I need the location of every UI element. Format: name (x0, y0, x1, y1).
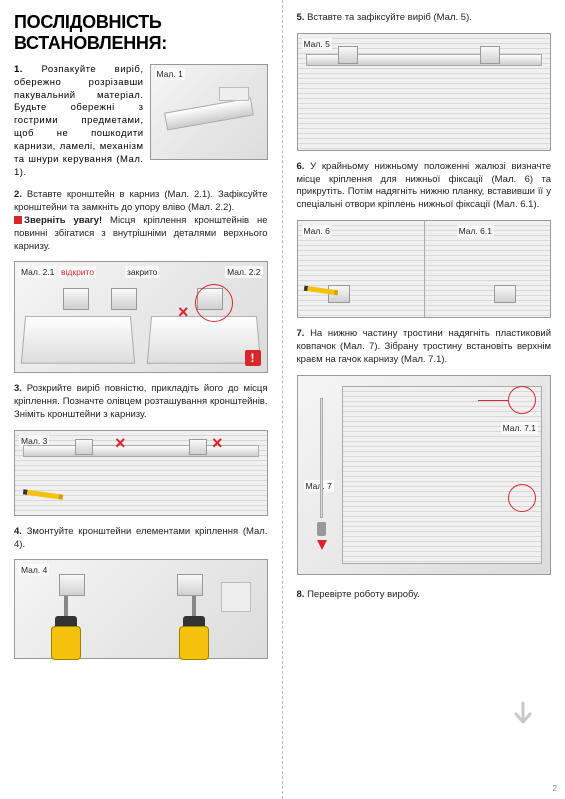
figure-3: Мал. 3 × × (14, 430, 268, 516)
step-2-num: 2. (14, 189, 22, 200)
fig1-parts (219, 87, 249, 101)
figure-22-label: Мал. 2.2 (225, 266, 262, 278)
step-5: 5. Вставте та зафіксуйте виріб (Мал. 5). (297, 12, 552, 25)
step-7-num: 7. (297, 328, 305, 339)
figure-21-closed: закрито (125, 266, 159, 278)
figure-6-label: Мал. 6 (302, 225, 332, 237)
step-1-body: Розпакуйте виріб, обережно розрізавши па… (14, 64, 144, 178)
figure-5-label: Мал. 5 (302, 38, 332, 50)
step-1-num: 1. (14, 64, 23, 75)
figure-5: Мал. 5 (297, 33, 552, 151)
fig7-wand-cap (317, 522, 326, 536)
fig7-blinds (342, 386, 543, 564)
step-5-body: Вставте та зафіксуйте виріб (Мал. 5). (307, 12, 472, 23)
step-2-body: Вставте кронштейн в карниз (Мал. 2.1). З… (14, 189, 268, 213)
step-1-row: 1. Розпакуйте виріб, обережно розрізавши… (14, 64, 268, 179)
figure-21-open: відкрито (59, 266, 96, 278)
step-3-num: 3. (14, 383, 22, 394)
main-title: ПОСЛІДОВНІСТЬ ВСТАНОВЛЕННЯ: (14, 12, 268, 54)
figure-21-label: Мал. 2.1 (19, 266, 56, 278)
figure-6: Мал. 6 Мал. 6.1 (297, 220, 552, 318)
step-1-text: 1. Розпакуйте виріб, обережно розрізавши… (14, 64, 144, 179)
step-7: 7. На нижню частину тростини надягніть п… (297, 328, 552, 366)
fig4-drill-1 (45, 600, 89, 660)
step-4-num: 4. (14, 526, 22, 537)
page-number: 2 (553, 784, 557, 793)
fig2-rail-right (146, 316, 260, 364)
fig2-bracket-1 (63, 288, 89, 310)
figure-71-label: Мал. 7.1 (501, 422, 538, 434)
fig2-highlight-circle (195, 284, 233, 322)
step-6-body: У крайньому нижньому положенні жалюзі ви… (297, 161, 552, 210)
fig3-pencil-icon (23, 489, 63, 500)
step-7-body: На нижню частину тростини надягніть плас… (297, 328, 552, 365)
step-4-body: Змонтуйте кронштейни елементами кріпленн… (14, 526, 268, 550)
warning-bold: Зверніть увагу! (24, 215, 102, 226)
fig7-leader-1 (478, 400, 508, 401)
figure-4-label: Мал. 4 (19, 564, 49, 576)
step-2: 2. Вставте кронштейн в карниз (Мал. 2.1)… (14, 189, 268, 253)
fig2-rail-left (21, 316, 135, 364)
figure-1: Мал. 1 (150, 64, 268, 160)
fig4-hardware (221, 582, 251, 612)
warning-icon (14, 216, 22, 224)
step-8: 8. Перевірте роботу виробу. (297, 589, 552, 602)
fig3-bracket-2 (189, 439, 207, 455)
figure-1-label: Мал. 1 (155, 68, 185, 80)
fig1-rail (164, 97, 254, 130)
figure-61-label: Мал. 6.1 (457, 225, 494, 237)
fig7-wand (320, 398, 323, 518)
step-4: 4. Змонтуйте кронштейни елементами кріпл… (14, 526, 268, 552)
figure-2: Мал. 2.1 відкрито закрито Мал. 2.2 ! × (14, 261, 268, 373)
fig5-bracket-2 (480, 46, 500, 64)
fig5-bracket-1 (338, 46, 358, 64)
figure-7: Мал. 7 Мал. 7.1 (297, 375, 552, 575)
fig7-arrow-icon (317, 540, 327, 550)
right-column: 5. Вставте та зафіксуйте виріб (Мал. 5).… (283, 0, 565, 799)
fig2-alert-icon: ! (245, 350, 261, 366)
fig4-bracket-1 (59, 574, 85, 596)
fig3-bracket-1 (75, 439, 93, 455)
fig6-clip-2 (494, 285, 516, 303)
fig4-bracket-2 (177, 574, 203, 596)
fig3-rail (23, 445, 259, 457)
step-8-body: Перевірте роботу виробу. (307, 589, 420, 600)
fig7-circle-1 (508, 386, 536, 414)
fig2-x-icon: × (178, 302, 189, 323)
step-5-num: 5. (297, 12, 305, 23)
fig3-x2-icon: × (212, 433, 223, 454)
fig3-x1-icon: × (115, 433, 126, 454)
step-8-num: 8. (297, 589, 305, 600)
left-column: ПОСЛІДОВНІСТЬ ВСТАНОВЛЕННЯ: 1. Розпакуйт… (0, 0, 283, 799)
fig4-drill-2 (173, 600, 217, 660)
fig2-bracket-2 (111, 288, 137, 310)
step-6: 6. У крайньому нижньому положенні жалюзі… (297, 161, 552, 212)
fig7-circle-2 (508, 484, 536, 512)
watermark-icon (499, 691, 547, 739)
figure-4: Мал. 4 (14, 559, 268, 659)
step-6-num: 6. (297, 161, 305, 172)
step-3-body: Розкрийте виріб повністю, прикладіть йог… (14, 383, 268, 420)
step-3: 3. Розкрийте виріб повністю, прикладіть … (14, 383, 268, 421)
fig6-divider (424, 221, 425, 317)
